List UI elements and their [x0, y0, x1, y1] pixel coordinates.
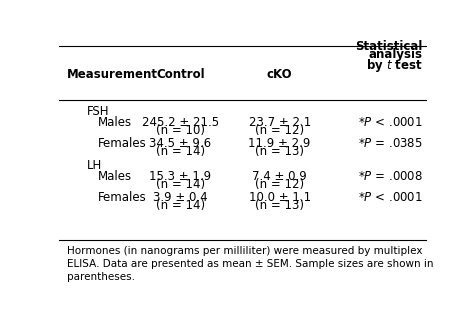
- Text: analysis: analysis: [369, 48, 423, 61]
- Text: (n = 14): (n = 14): [156, 178, 205, 191]
- Text: by $\it{t}$ test: by $\it{t}$ test: [366, 57, 423, 74]
- Text: Statistical: Statistical: [356, 40, 423, 53]
- Text: Measurement: Measurement: [66, 68, 157, 81]
- Text: Males: Males: [98, 116, 132, 129]
- Text: *$\it{P}$ < .0001: *$\it{P}$ < .0001: [358, 116, 423, 129]
- Text: *$\it{P}$ < .0001: *$\it{P}$ < .0001: [358, 190, 423, 204]
- Text: (n = 13): (n = 13): [255, 145, 304, 158]
- Text: 11.9 ± 2.9: 11.9 ± 2.9: [248, 137, 311, 150]
- Text: FSH: FSH: [87, 105, 109, 118]
- Text: 3.9 ± 0.4: 3.9 ± 0.4: [153, 190, 208, 204]
- Text: 7.4 ± 0.9: 7.4 ± 0.9: [252, 170, 307, 183]
- Text: (n = 13): (n = 13): [255, 199, 304, 212]
- Text: *$\it{P}$ = .0008: *$\it{P}$ = .0008: [358, 170, 423, 183]
- Text: 15.3 ± 1.9: 15.3 ± 1.9: [149, 170, 211, 183]
- Text: Control: Control: [156, 68, 205, 81]
- Text: (n = 14): (n = 14): [156, 145, 205, 158]
- Text: (n = 12): (n = 12): [255, 178, 304, 191]
- Text: Females: Females: [98, 190, 146, 204]
- Text: (n = 10): (n = 10): [156, 124, 205, 137]
- Text: 23.7 ± 2.1: 23.7 ± 2.1: [248, 116, 311, 129]
- Text: *$\it{P}$ = .0385: *$\it{P}$ = .0385: [358, 137, 423, 150]
- Text: LH: LH: [87, 159, 102, 172]
- Text: Hormones (in nanograms per milliliter) were measured by multiplex
ELISA. Data ar: Hormones (in nanograms per milliliter) w…: [66, 246, 433, 282]
- Text: 10.0 ± 1.1: 10.0 ± 1.1: [248, 190, 311, 204]
- Text: Females: Females: [98, 137, 146, 150]
- Text: (n = 12): (n = 12): [255, 124, 304, 137]
- Text: cKO: cKO: [267, 68, 292, 81]
- Text: 245.2 ± 21.5: 245.2 ± 21.5: [142, 116, 219, 129]
- Text: (n = 14): (n = 14): [156, 199, 205, 212]
- Text: 34.5 ± 9.6: 34.5 ± 9.6: [149, 137, 211, 150]
- Text: Males: Males: [98, 170, 132, 183]
